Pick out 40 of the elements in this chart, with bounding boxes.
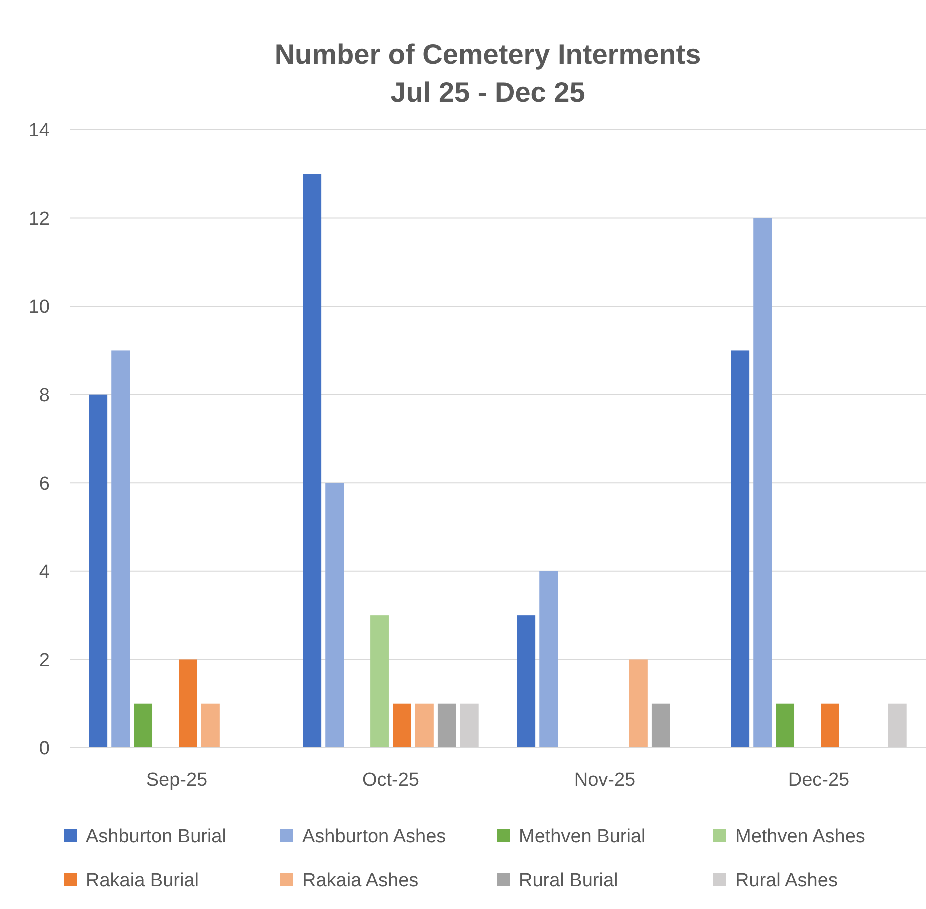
y-tick-label: 2 [39,650,50,672]
x-tick-label: Dec-25 [788,770,850,791]
x-tick-label: Oct-25 [362,770,420,791]
y-tick-label: 14 [28,120,50,142]
bar [415,704,434,748]
bar [134,704,153,748]
legend-label: Rakaia Burial [86,870,199,892]
bar [326,483,344,748]
bar [776,704,795,748]
y-tick-label: 12 [28,208,50,230]
legend-label: Ashburton Burial [86,826,226,848]
y-tick-label: 0 [39,738,50,760]
bar [652,704,670,748]
bar [370,616,389,748]
legend-label: Methven Ashes [736,826,866,848]
bar [201,704,220,748]
bar [112,350,130,748]
legend-label: Rural Ashes [736,870,838,892]
x-tick-label: Nov-25 [574,770,636,791]
bar [754,218,772,748]
bar [821,704,840,748]
bar [179,660,198,748]
bar [89,394,108,748]
y-tick-label: 4 [39,562,50,584]
y-tick-label: 6 [39,474,50,495]
x-tick-label: Sep-25 [146,770,208,791]
bar [393,704,412,748]
bar [540,571,558,748]
legend-label: Methven Burial [519,826,646,848]
bar [303,174,322,748]
bar [517,616,536,748]
y-tick-label: 10 [28,297,50,318]
chart-title: Number of Cemetery Interments Jul 25 - Dec 25 [274,39,702,108]
bar [629,660,648,748]
y-tick-label: 8 [39,386,50,407]
bar [438,704,456,748]
legend-label: Ashburton Ashes [302,826,446,848]
legend-label: Rakaia Ashes [302,870,419,892]
bar [731,350,750,748]
legend-label: Rural Burial [519,870,618,892]
